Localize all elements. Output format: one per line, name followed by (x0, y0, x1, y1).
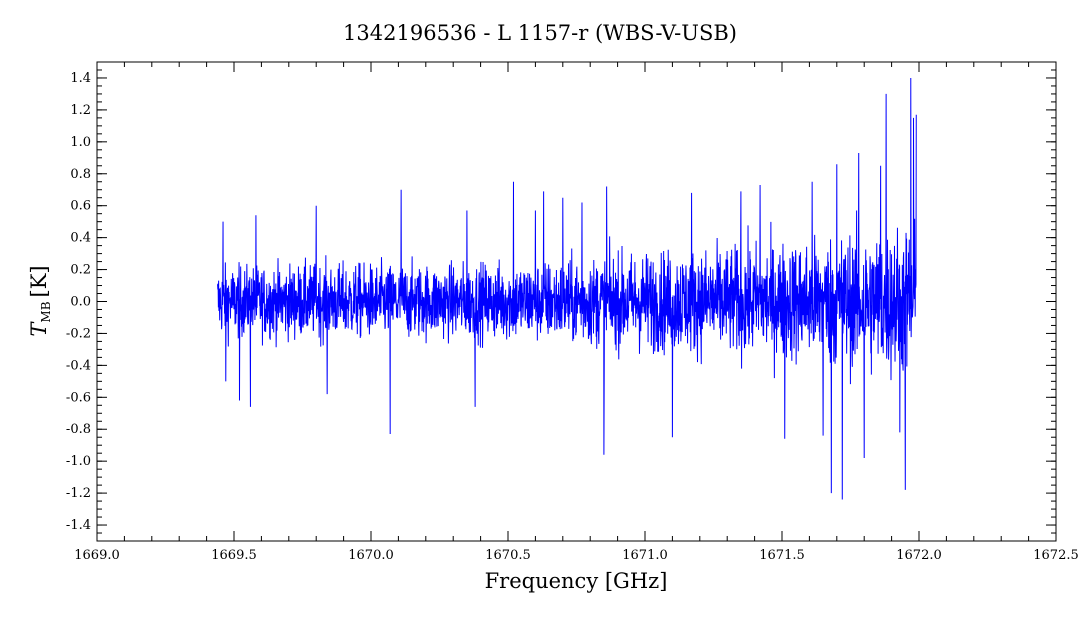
y-tick-label: 1.2 (70, 103, 91, 118)
y-tick-label: 1.4 (70, 71, 91, 86)
y-axis-label-unit: [K] (27, 265, 51, 297)
x-tick-label: 1671.0 (622, 548, 668, 563)
y-tick-label: 0.4 (70, 231, 91, 246)
y-tick-label: -1.0 (66, 454, 91, 469)
y-tick-label: -0.6 (66, 390, 91, 405)
y-axis: -1.4 -1.2 -1.0 -0.8 -0.6 -0.4 -0.2 0.0 0.2 0.4 0.6… (66, 61, 1056, 542)
y-tick-label: 0.6 (70, 199, 91, 214)
chart-title: 1342196536 - L 1157-r (WBS-V-USB) (343, 21, 737, 45)
spectrum-series-line (217, 77, 917, 500)
y-tick-label: 0.0 (70, 295, 91, 310)
x-tick-label: 1672.5 (1033, 548, 1079, 563)
plot-frame (96, 61, 1057, 542)
x-tick-label: 1671.5 (759, 548, 805, 563)
x-tick-label: 1669.5 (211, 548, 257, 563)
y-tick-label: -1.4 (66, 518, 91, 533)
y-tick-label: -1.2 (66, 486, 91, 501)
series-layer (217, 77, 917, 500)
y-tick-label: -0.4 (66, 358, 91, 373)
x-axis-label: Frequency [GHz] (485, 569, 668, 593)
x-tick-label: 1670.5 (485, 548, 531, 563)
y-tick-label: 0.2 (70, 263, 91, 278)
y-tick-label: -0.8 (66, 422, 91, 437)
y-axis-label-main: T (27, 321, 51, 337)
svg-text:TMB[K]: TMB [K] (27, 265, 53, 336)
y-axis-label-sub: MB (39, 301, 53, 322)
x-tick-label: 1670.0 (348, 548, 394, 563)
x-tick-label: 1669.0 (74, 548, 120, 563)
x-tick-label: 1672.0 (896, 548, 942, 563)
y-tick-label: -0.2 (66, 326, 91, 341)
x-axis: 1669.0 1669.5 1670.0 1670.5 1671.0 1671.5 1672… (74, 62, 1079, 563)
y-tick-label: 0.8 (70, 167, 91, 182)
y-tick-label: 1.0 (70, 135, 91, 150)
y-axis-label: TMB [K] (27, 265, 53, 336)
